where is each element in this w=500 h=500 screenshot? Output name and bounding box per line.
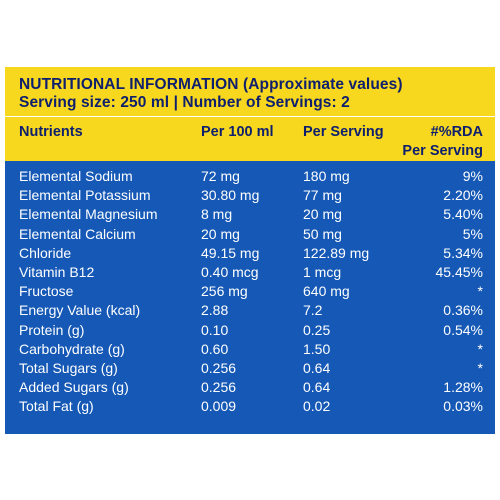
rda-value: * [477,283,483,300]
table-row: Total Sugars (g) 0.256 0.64 * [5,359,495,378]
rda-value: 9% [462,168,483,184]
nutrient-name: Elemental Potassium [19,187,151,204]
table-row: Chloride 49.15 mg 122.89 mg 5.34% [5,244,495,263]
per-serving-value: 1.50 [303,340,331,357]
table-header: Nutrients Per 100 ml Per Serving #%RDA P… [5,116,495,161]
per-100ml-value: 20 mg [201,225,240,242]
rda-value: 5% [462,225,483,242]
header-rda-line-1: #%RDA [430,124,483,140]
nutrient-name: Fructose [19,283,74,300]
per-serving-value: 1 mcg [303,263,342,280]
per-100ml-value: 0.40 mcg [201,263,259,280]
rda-value: 45.45% [435,263,483,280]
table-row: Elemental Sodium 72 mg 180 mg 9% [5,167,495,186]
nutrient-name: Carbohydrate (g) [19,340,125,357]
per-100ml-value: 0.256 [201,379,237,396]
rda-value: 1.28% [443,379,483,396]
title-band: NUTRITIONAL INFORMATION (Approximate val… [5,67,495,116]
per-serving-value: 180 mg [303,168,350,184]
table-row: Elemental Magnesium 8 mg 20 mg 5.40% [5,205,495,224]
per-serving-value: 640 mg [303,283,350,300]
table-row: Carbohydrate (g) 0.60 1.50 * [5,340,495,359]
per-serving-value: 0.02 [303,398,331,415]
header-per-serving: Per Serving [303,124,384,140]
nutrient-name: Total Sugars (g) [19,359,118,376]
nutrient-name: Elemental Sodium [19,168,133,184]
per-serving-value: 7.2 [303,302,323,319]
per-serving-value: 0.25 [303,321,331,338]
rda-value: 0.03% [443,398,483,415]
rda-value: 5.34% [443,244,483,261]
table-row: Added Sugars (g) 0.256 0.64 1.28% [5,378,495,397]
per-100ml-value: 30.80 mg [201,187,260,204]
nutrient-name: Elemental Calcium [19,225,136,242]
per-100ml-value: 0.10 [201,321,229,338]
per-serving-value: 50 mg [303,225,342,242]
title-line-2: Serving size: 250 ml | Number of Serving… [19,94,350,111]
header-rda-line-2: Per Serving [402,143,483,159]
table-row: Energy Value (kcal) 2.88 7.2 0.36% [5,301,495,320]
per-100ml-value: 0.009 [201,398,237,415]
per-serving-value: 20 mg [303,206,342,223]
per-100ml-value: 0.256 [201,359,237,376]
rda-value: * [477,340,483,357]
rda-value: 0.36% [443,302,483,319]
nutrient-name: Total Fat (g) [19,398,94,415]
nutrient-name: Vitamin B12 [19,263,95,280]
nutrient-name: Elemental Magnesium [19,206,158,223]
per-100ml-value: 8 mg [201,206,233,223]
nutrient-name: Energy Value (kcal) [19,302,141,319]
table-row: Total Fat (g) 0.009 0.02 0.03% [5,397,495,416]
table-row: Vitamin B12 0.40 mcg 1 mcg 45.45% [5,263,495,282]
per-serving-value: 122.89 mg [303,244,370,261]
nutrient-name: Protein (g) [19,321,85,338]
nutrient-name: Chloride [19,244,72,261]
per-100ml-value: 72 mg [201,168,240,184]
per-100ml-value: 0.60 [201,340,229,357]
per-serving-value: 77 mg [303,187,342,204]
per-100ml-value: 2.88 [201,302,229,319]
rda-value: * [477,359,483,376]
header-per-100ml: Per 100 ml [201,124,274,140]
table-row: Elemental Potassium 30.80 mg 77 mg 2.20% [5,186,495,205]
title-line-1: NUTRITIONAL INFORMATION (Approximate val… [19,76,403,93]
rda-value: 2.20% [443,187,483,204]
nutrition-panel: NUTRITIONAL INFORMATION (Approximate val… [5,67,495,434]
nutrient-name: Added Sugars (g) [19,379,129,396]
rda-value: 5.40% [443,206,483,223]
per-serving-value: 0.64 [303,359,331,376]
rda-value: 0.54% [443,321,483,338]
per-100ml-value: 49.15 mg [201,244,260,261]
header-nutrients: Nutrients [19,124,83,140]
header-rda: #%RDA Per Serving [402,123,483,161]
per-100ml-value: 256 mg [201,283,248,300]
table-body: Elemental Sodium 72 mg 180 mg 9% Elemental P… [5,161,495,416]
per-serving-value: 0.64 [303,379,331,396]
table-row: Protein (g) 0.10 0.25 0.54% [5,321,495,340]
table-row: Elemental Calcium 20 mg 50 mg 5% [5,225,495,244]
table-row: Fructose 256 mg 640 mg * [5,282,495,301]
